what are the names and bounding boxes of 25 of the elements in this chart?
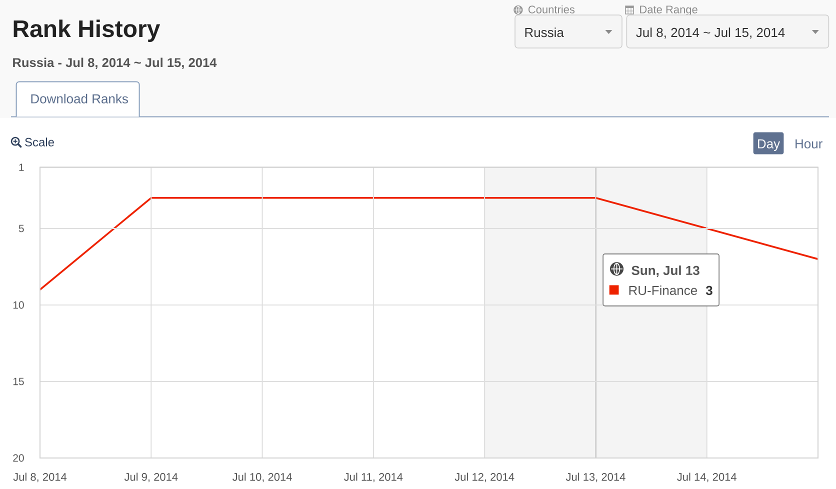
y-tick-label: 15 [13, 378, 24, 386]
x-tick-label: Jul 13, 2014 [566, 472, 626, 482]
chart-subtitle: Russia - Jul 8, 2014 ~ Jul 15, 2014 [13, 58, 217, 69]
text: Jul 8, 2014 ~ Jul 15, 2014 [636, 28, 785, 39]
text: Date Range [640, 6, 698, 16]
y-tick-label: 20 [13, 454, 24, 462]
annotation: Sun, Jul 13 [632, 266, 700, 277]
x-tick-label: Jul 8, 2014 [13, 472, 67, 482]
x-tick-label: Jul 11, 2014 [344, 472, 403, 482]
x-tick-label: Jul 10, 2014 [232, 472, 292, 482]
y-tick-label: 1 [19, 164, 24, 171]
x-tick-label: Jul 12, 2014 [454, 472, 514, 482]
text: Scale [25, 138, 54, 146]
text: Day [758, 139, 780, 151]
text: Russia [525, 28, 564, 38]
legend-label: RU-Finance [629, 286, 698, 296]
text: Hour [796, 139, 822, 148]
text: Download Ranks [31, 94, 128, 104]
x-tick-label: Jul 14, 2014 [677, 472, 736, 482]
x-tick-label: Jul 9, 2014 [124, 472, 178, 482]
annotation: 3 [706, 286, 712, 296]
y-tick-label: 5 [18, 224, 24, 232]
chart-title: Rank History [14, 20, 160, 42]
text: Countries [528, 5, 575, 14]
y-tick-label: 10 [13, 301, 24, 309]
